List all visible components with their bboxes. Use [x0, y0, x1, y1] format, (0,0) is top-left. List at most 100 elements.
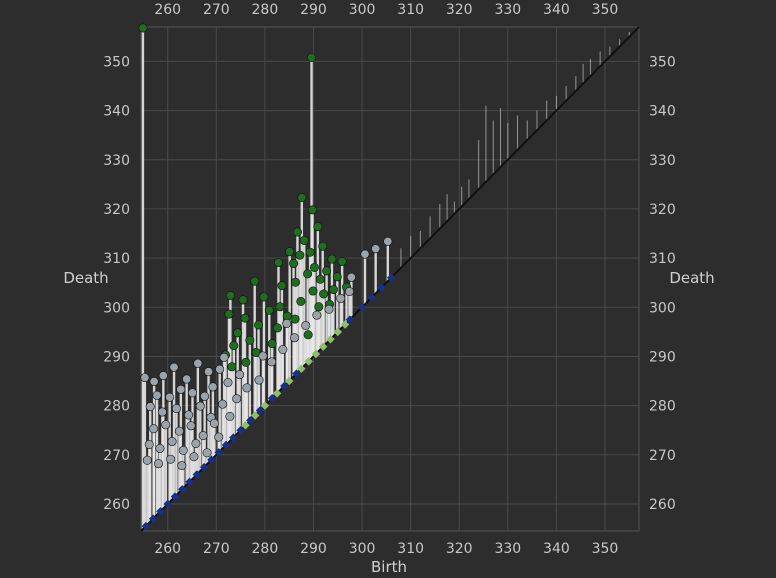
persistence-point [332, 272, 342, 282]
persistence-point [149, 377, 159, 387]
x-tick-label-top: 320 [446, 2, 473, 18]
persistence-point [224, 309, 234, 319]
persistence-point [242, 383, 252, 393]
persistence-point [250, 276, 260, 286]
persistence-point [145, 402, 155, 412]
persistence-point [336, 293, 346, 303]
persistence-point [161, 420, 171, 430]
persistence-point [319, 289, 329, 299]
y-tick-label-right: 280 [649, 399, 676, 415]
y-tick-label-left: 290 [103, 349, 130, 365]
y-axis-title-right: Death [669, 269, 714, 287]
persistence-point [140, 373, 150, 383]
y-tick-label-left: 260 [103, 497, 130, 513]
diagonal-point [178, 484, 187, 494]
persistence-point [193, 358, 203, 368]
x-tick-label-bottom: 280 [252, 541, 279, 557]
persistence-point [233, 328, 243, 338]
persistence-point [235, 370, 245, 380]
persistence-point [171, 404, 181, 414]
x-tick-label-top: 310 [397, 2, 424, 18]
y-tick-label-left: 320 [103, 202, 130, 218]
diagonal-point [267, 393, 277, 403]
persistence-point [297, 193, 307, 203]
persistence-point [303, 269, 313, 279]
persistence-point [315, 274, 325, 284]
persistence-point [322, 266, 332, 276]
persistence-point [308, 205, 318, 215]
persistence-point [155, 443, 165, 453]
persistence-point [152, 390, 162, 400]
persistence-point [240, 313, 250, 323]
persistence-point [182, 374, 192, 384]
grid-layer [141, 27, 639, 531]
x-tick-label-bottom: 290 [300, 541, 327, 557]
persistence-point [285, 247, 295, 257]
persistence-point [267, 339, 277, 349]
diagonal-point [163, 499, 172, 509]
persistence-point [314, 302, 324, 312]
persistence-point [229, 341, 239, 351]
x-tick-label-bottom: 260 [154, 541, 181, 557]
y-tick-label-right: 260 [649, 497, 676, 513]
persistence-point [312, 310, 322, 320]
x-tick-label-bottom: 270 [203, 541, 230, 557]
diagonal-point [272, 389, 282, 398]
persistence-point [188, 388, 198, 398]
x-tick-label-top: 300 [349, 2, 376, 18]
persistence-point [273, 323, 283, 333]
persistence-point [290, 314, 300, 324]
y-tick-label-left: 300 [103, 300, 130, 316]
x-tick-label-top: 350 [592, 2, 619, 18]
x-tick-label-bottom: 320 [446, 541, 473, 557]
persistence-point [169, 362, 179, 372]
persistence-point [158, 371, 168, 381]
diagonal-point [236, 425, 245, 435]
x-tick-label-top: 330 [494, 2, 521, 18]
persistence-point [282, 318, 292, 328]
persistence-point [264, 305, 274, 315]
persistence-point [178, 445, 188, 455]
persistence-point [371, 244, 381, 254]
diagonal-point [250, 411, 260, 420]
y-tick-label-right: 300 [649, 300, 676, 316]
persistence-point [227, 362, 237, 372]
y-tick-label-right: 290 [649, 349, 676, 365]
persistence-point [344, 287, 354, 297]
persistence-point [346, 272, 356, 282]
diagonal-point [229, 433, 238, 442]
persistence-point [337, 257, 347, 267]
x-tick-label-top: 340 [543, 2, 570, 18]
persistence-point [167, 437, 177, 447]
persistence-point [309, 262, 319, 272]
y-tick-label-left: 310 [103, 251, 130, 267]
persistence-point [278, 345, 288, 355]
persistence-point [290, 333, 300, 343]
x-tick-label-top: 290 [300, 2, 327, 18]
diagonal-point [284, 376, 294, 386]
persistence-point [295, 250, 305, 260]
x-tick-label-bottom: 310 [397, 541, 424, 557]
persistence-point [301, 320, 311, 330]
persistence-point [166, 454, 176, 464]
x-tick-label-bottom: 300 [349, 541, 376, 557]
persistence-point [165, 392, 175, 402]
persistence-point [142, 455, 152, 465]
persistence-points [138, 23, 396, 531]
diagonal-point [246, 416, 255, 425]
y-tick-label-left: 330 [103, 153, 130, 169]
persistence-point [324, 304, 334, 314]
persistence-point [208, 382, 218, 392]
persistence-point [254, 375, 264, 385]
persistence-point [209, 418, 219, 428]
y-axis-title-left: Death [63, 269, 108, 287]
diagonal-point [377, 283, 386, 292]
tick-labels: 260 260 270 270 280 280 290 290 300 300 310 310 320 3… [103, 2, 675, 557]
y-tick-label-left: 280 [103, 399, 130, 415]
diagonal-point [297, 364, 306, 373]
persistence-point [153, 459, 163, 469]
y-tick-label-right: 340 [649, 104, 676, 120]
persistence-point [308, 286, 318, 296]
persistence-point [223, 378, 233, 388]
persistence-point [215, 364, 225, 374]
